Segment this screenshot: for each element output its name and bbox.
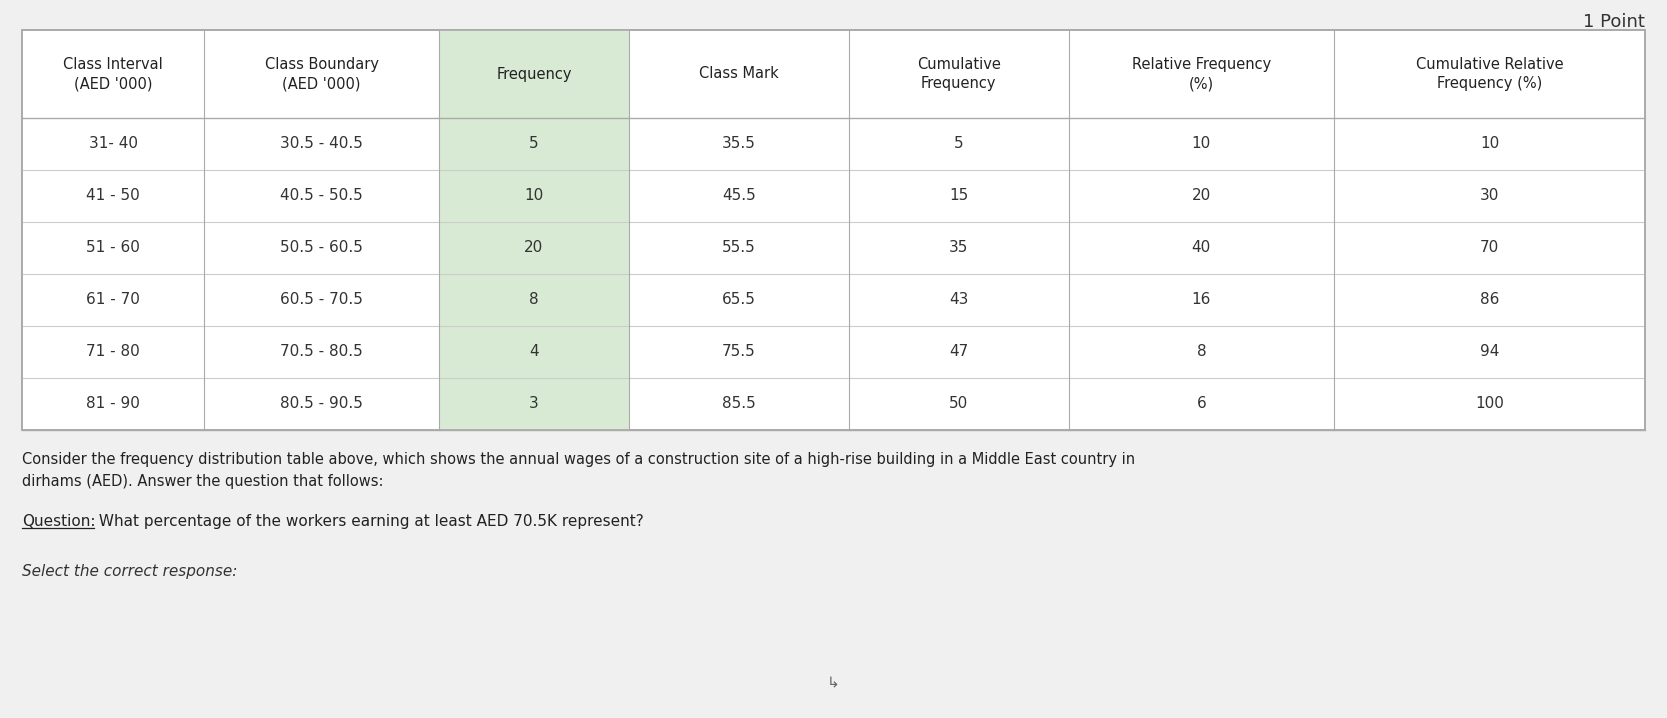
Text: Class Interval
(AED '000): Class Interval (AED '000)	[63, 57, 163, 91]
Text: 61 - 70: 61 - 70	[87, 292, 140, 307]
Text: 55.5: 55.5	[722, 241, 755, 256]
Text: Cumulative Relative
Frequency (%): Cumulative Relative Frequency (%)	[1415, 57, 1564, 91]
Text: ↳: ↳	[827, 676, 840, 691]
Text: 40: 40	[1192, 241, 1210, 256]
Text: 31- 40: 31- 40	[88, 136, 137, 151]
Bar	[438, 30, 628, 430]
Text: Question:: Question:	[22, 514, 95, 529]
Text: Cumulative
Frequency: Cumulative Frequency	[917, 57, 1000, 91]
Text: What percentage of the workers earning at least AED 70.5K represent?: What percentage of the workers earning a…	[93, 514, 643, 529]
Text: 8: 8	[1197, 345, 1207, 360]
Text: 50.5 - 60.5: 50.5 - 60.5	[280, 241, 363, 256]
Text: 80.5 - 90.5: 80.5 - 90.5	[280, 396, 363, 411]
Text: 35.5: 35.5	[722, 136, 755, 151]
Text: 35: 35	[949, 241, 969, 256]
Text: 100: 100	[1475, 396, 1504, 411]
Text: 10: 10	[525, 189, 543, 203]
Text: 47: 47	[949, 345, 969, 360]
Text: 5: 5	[954, 136, 964, 151]
Text: 75.5: 75.5	[722, 345, 755, 360]
Text: Class Mark: Class Mark	[698, 67, 778, 82]
Bar	[22, 30, 1645, 430]
Text: Consider the frequency distribution table above, which shows the annual wages of: Consider the frequency distribution tabl…	[22, 452, 1135, 467]
Text: 10: 10	[1480, 136, 1499, 151]
Text: 4: 4	[528, 345, 538, 360]
Text: 60.5 - 70.5: 60.5 - 70.5	[280, 292, 363, 307]
Bar	[22, 30, 1645, 430]
Text: 81 - 90: 81 - 90	[87, 396, 140, 411]
Text: 10: 10	[1192, 136, 1210, 151]
Text: 40.5 - 50.5: 40.5 - 50.5	[280, 189, 363, 203]
Text: 6: 6	[1197, 396, 1207, 411]
Text: 20: 20	[1192, 189, 1210, 203]
Text: 8: 8	[528, 292, 538, 307]
Text: 65.5: 65.5	[722, 292, 755, 307]
Text: dirhams (AED). Answer the question that follows:: dirhams (AED). Answer the question that …	[22, 474, 383, 489]
Text: 70.5 - 80.5: 70.5 - 80.5	[280, 345, 363, 360]
Text: 1 Point: 1 Point	[1584, 13, 1645, 31]
Text: 20: 20	[525, 241, 543, 256]
Text: 71 - 80: 71 - 80	[87, 345, 140, 360]
Text: 30.5 - 40.5: 30.5 - 40.5	[280, 136, 363, 151]
Text: Relative Frequency
(%): Relative Frequency (%)	[1132, 57, 1270, 91]
Text: 3: 3	[528, 396, 538, 411]
Text: Frequency: Frequency	[497, 67, 572, 82]
Text: 51 - 60: 51 - 60	[87, 241, 140, 256]
Text: 45.5: 45.5	[722, 189, 755, 203]
Text: 50: 50	[949, 396, 969, 411]
Text: 5: 5	[528, 136, 538, 151]
Text: 85.5: 85.5	[722, 396, 755, 411]
Text: 86: 86	[1480, 292, 1499, 307]
Text: 94: 94	[1480, 345, 1499, 360]
Text: Select the correct response:: Select the correct response:	[22, 564, 237, 579]
Text: 16: 16	[1192, 292, 1210, 307]
Text: 70: 70	[1480, 241, 1499, 256]
Text: Class Boundary
(AED '000): Class Boundary (AED '000)	[265, 57, 378, 91]
Text: 15: 15	[949, 189, 969, 203]
Text: 30: 30	[1480, 189, 1499, 203]
Text: 43: 43	[949, 292, 969, 307]
Text: 41 - 50: 41 - 50	[87, 189, 140, 203]
